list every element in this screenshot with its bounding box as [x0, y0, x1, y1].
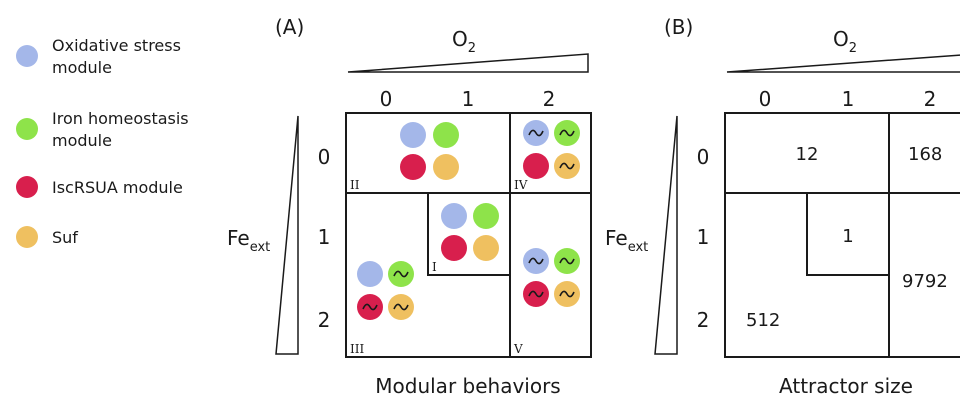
oscillation-icon — [559, 257, 575, 265]
row-tick: 1 — [318, 225, 331, 249]
panel-b-caption: Attractor size — [779, 374, 913, 397]
legend-label: IscRSUA module — [52, 178, 183, 197]
panel-a: (A) O2 0 1 2 Feext 0 1 2 II IV I — [227, 15, 592, 397]
legend: Oxidative stress module Iron homeostasis… — [16, 36, 189, 248]
attractor-size-v: 9792 — [902, 271, 948, 292]
attractor-size-ii: 12 — [796, 144, 819, 165]
region-label-iii: III — [350, 342, 364, 356]
region-iv-modules — [523, 120, 580, 179]
iscrsua-module — [441, 235, 467, 261]
legend-item-iscrsua: IscRSUA module — [16, 176, 183, 198]
iscrsua-module — [400, 154, 426, 180]
legend-item-iron-homeostasis: Iron homeostasis module — [16, 109, 189, 150]
region-i-box — [427, 192, 511, 276]
panel-a-caption: Modular behaviors — [375, 374, 560, 397]
row-tick: 2 — [697, 308, 710, 332]
oxidative-stress-module — [441, 203, 467, 229]
col-tick: 1 — [462, 87, 475, 111]
row-tick: 0 — [697, 145, 710, 169]
fe-gradient-wedge — [275, 115, 299, 355]
col-tick: 2 — [924, 87, 937, 111]
region-ii-modules — [400, 122, 459, 180]
legend-item-suf: Suf — [16, 226, 78, 248]
row-tick: 0 — [318, 145, 331, 169]
oscillation-icon — [362, 303, 378, 311]
o2-axis: O2 0 1 2 — [347, 27, 589, 111]
iron-homeostasis-module — [433, 122, 459, 148]
fe-axis: Feext 0 1 2 — [605, 115, 710, 355]
o2-axis-label: O2 — [452, 27, 476, 56]
region-label-i: I — [432, 260, 437, 274]
region-i-modules — [441, 203, 499, 261]
region-iii-modules — [357, 261, 414, 320]
o2-gradient-wedge — [726, 54, 960, 73]
iscrsua-swatch — [16, 176, 38, 198]
panel-b-tag: (B) — [664, 15, 693, 39]
attractor-size-i: 1 — [842, 226, 853, 247]
oscillation-icon — [559, 129, 575, 137]
suf-module — [473, 235, 499, 261]
attractor-size-iv: 168 — [908, 144, 942, 165]
fe-axis-label: Feext — [605, 226, 648, 255]
fe-gradient-wedge — [654, 115, 678, 355]
panel-b: (B) O2 0 1 2 Feext 0 1 2 12 168 1 9792 5… — [605, 15, 960, 397]
suf-module — [433, 154, 459, 180]
col-tick: 0 — [380, 87, 393, 111]
row-tick: 1 — [697, 225, 710, 249]
col-tick: 2 — [543, 87, 556, 111]
fe-axis: Feext 0 1 2 — [227, 115, 331, 355]
legend-label-line2: module — [52, 58, 112, 77]
col-tick: 1 — [842, 87, 855, 111]
region-v-box — [509, 192, 592, 358]
legend-label: Suf — [52, 228, 78, 247]
oscillation-icon — [393, 270, 409, 278]
region-label-iv: IV — [514, 178, 528, 192]
oscillation-icon — [528, 129, 544, 137]
iron-homeostasis-swatch — [16, 118, 38, 140]
legend-label-line1: Iron homeostasis — [52, 109, 189, 128]
oxidative-stress-swatch — [16, 45, 38, 67]
region-label-ii: II — [350, 178, 360, 192]
o2-axis: O2 0 1 2 — [726, 27, 960, 111]
row-tick: 2 — [318, 308, 331, 332]
legend-item-oxidative-stress: Oxidative stress module — [16, 36, 181, 77]
o2-gradient-wedge — [347, 53, 589, 73]
oxidative-stress-module — [400, 122, 426, 148]
panel-a-tag: (A) — [275, 15, 304, 39]
fe-axis-label: Feext — [227, 226, 270, 255]
suf-swatch — [16, 226, 38, 248]
oscillation-icon — [528, 290, 544, 298]
oscillation-icon — [559, 290, 575, 298]
region-ii-box — [345, 112, 511, 194]
region-v-modules — [523, 248, 580, 307]
o2-axis-label: O2 — [833, 27, 857, 56]
oscillation-icon — [393, 303, 409, 311]
legend-label-line2: module — [52, 131, 112, 150]
regions-grid — [724, 112, 960, 358]
attractor-size-iii: 512 — [746, 310, 780, 331]
regions-grid — [345, 112, 592, 358]
iscrsua-module — [523, 153, 549, 179]
legend-label-line1: Oxidative stress — [52, 36, 181, 55]
oscillation-icon — [559, 162, 575, 170]
region-label-v: V — [513, 342, 523, 356]
iron-homeostasis-module — [473, 203, 499, 229]
region-v-box — [888, 192, 960, 358]
oscillation-icon — [528, 257, 544, 265]
oxidative-stress-module — [357, 261, 383, 287]
col-tick: 0 — [759, 87, 772, 111]
